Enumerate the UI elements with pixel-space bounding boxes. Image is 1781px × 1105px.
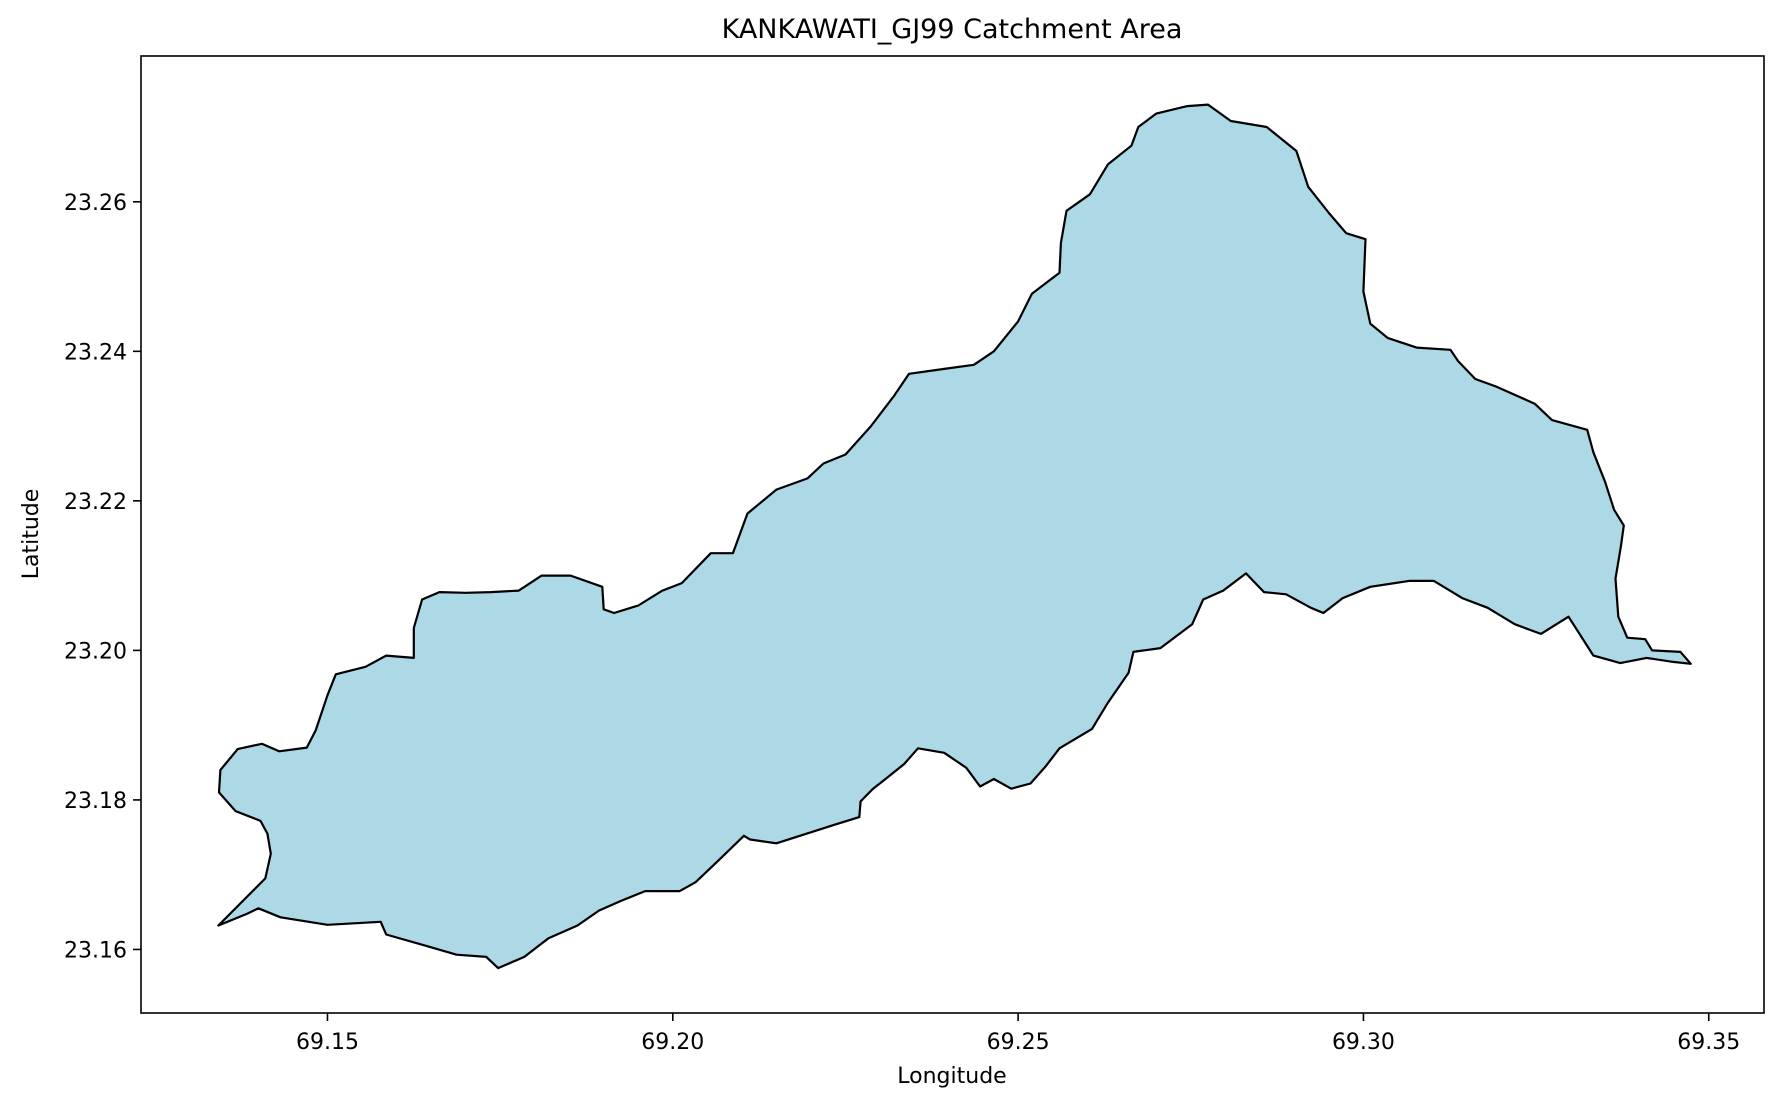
x-axis-label: Longitude (897, 1064, 1006, 1089)
y-tick-label: 23.16 (64, 938, 127, 963)
y-tick-label: 23.26 (64, 191, 127, 216)
x-tick-label: 69.20 (641, 1030, 704, 1055)
y-axis-label: Latitude (19, 489, 44, 580)
y-tick-label: 23.18 (64, 789, 127, 814)
plot-area (140, 55, 1765, 1014)
x-tick-label: 69.35 (1677, 1030, 1740, 1055)
map-title: KANKAWATI_GJ99 Catchment Area (722, 14, 1183, 45)
y-tick-label: 23.22 (64, 490, 127, 515)
x-tick-label: 69.15 (296, 1030, 359, 1055)
x-tick-label: 69.30 (1332, 1030, 1395, 1055)
y-tick-label: 23.24 (64, 340, 127, 365)
axes-frame (140, 55, 1765, 1014)
x-tick-label: 69.25 (987, 1030, 1050, 1055)
x-axis: 69.15 69.20 69.25 69.30 69.35 (296, 1013, 1740, 1055)
y-tick-label: 23.20 (64, 639, 127, 664)
catchment-polygon (217, 103, 1692, 970)
y-axis: 23.16 23.18 23.20 23.22 23.24 23.26 (64, 191, 141, 963)
